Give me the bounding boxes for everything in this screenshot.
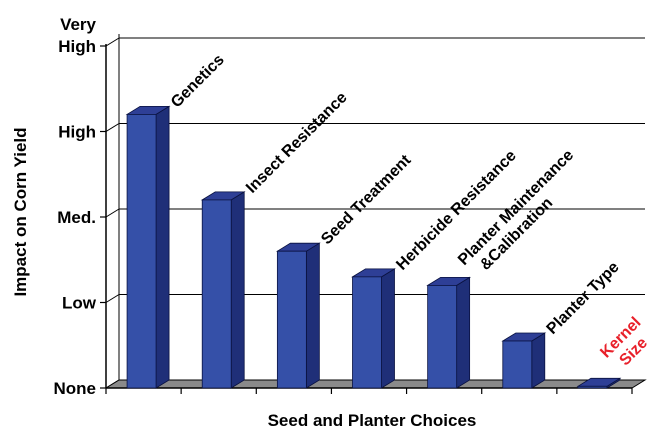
category-label-line: Planter Type: [544, 259, 623, 338]
bar: [351, 268, 396, 389]
y-tick-label-line: Very: [60, 15, 96, 34]
category-label: Genetics: [168, 51, 228, 111]
category-label-line: Seed Treatment: [318, 151, 415, 248]
y-tick-label-line: None: [54, 379, 97, 398]
gridline-depth: [105, 123, 120, 132]
bar-side: [230, 191, 245, 389]
bar: [426, 276, 472, 389]
bar-side: [456, 276, 471, 389]
category-label: Seed Treatment: [318, 151, 415, 248]
y-tick-label: Med.: [57, 208, 96, 227]
bar: [501, 332, 547, 389]
bar-side: [155, 105, 170, 389]
bar-side: [381, 268, 395, 389]
bar-side: [531, 332, 546, 389]
bar: [576, 377, 622, 389]
y-tick-label-line: Low: [62, 294, 97, 313]
gridline-depth: [105, 208, 120, 218]
bar-front: [276, 250, 307, 389]
y-tick-label-line: High: [58, 37, 96, 56]
category-label: Insect Resistance: [243, 89, 351, 197]
bar-front: [201, 199, 232, 389]
category-label-line: Insect Resistance: [243, 89, 351, 197]
bar: [125, 105, 171, 389]
y-tick-label: Very High: [58, 15, 96, 56]
axes-layer: [100, 34, 633, 394]
category-label: Planter Type: [544, 259, 623, 338]
bar-front: [427, 284, 458, 389]
bar-front: [577, 385, 608, 389]
gridline-depth: [105, 37, 120, 47]
category-label: Planter Maintenance&Calibration: [455, 147, 591, 283]
y-axis-title: Impact on Corn Yield: [11, 127, 30, 296]
bar-front: [126, 114, 157, 389]
bar-side: [305, 242, 320, 389]
y-tick-label-line: High: [58, 123, 96, 142]
y-tick-label-line: Med.: [57, 208, 96, 227]
y-tick-label: None: [54, 379, 97, 398]
bar-front: [352, 276, 382, 389]
bar-front: [502, 340, 533, 389]
category-label: KernelSize: [597, 314, 647, 375]
bar: [200, 191, 246, 389]
y-tick-label: High: [58, 123, 96, 142]
category-label-line: Genetics: [168, 51, 228, 111]
category-label-line: Planter Maintenance: [455, 147, 577, 269]
gridline-depth: [105, 294, 120, 303]
bar: [275, 242, 321, 389]
x-axis-title: Seed and Planter Choices: [268, 411, 477, 430]
bars-layer: [125, 105, 622, 389]
y-tick-label: Low: [62, 294, 97, 313]
